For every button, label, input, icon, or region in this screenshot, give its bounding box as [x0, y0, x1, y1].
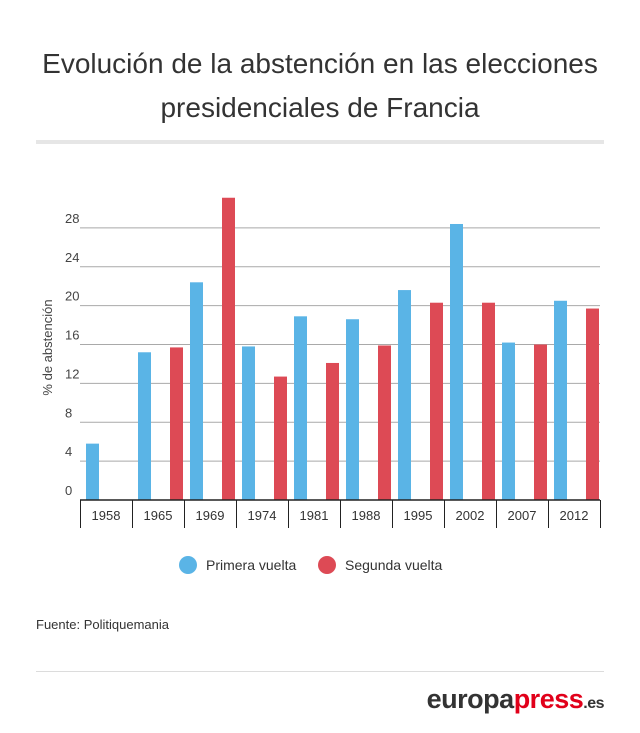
- title-divider: [36, 140, 604, 144]
- bar-segunda-1965: [170, 347, 183, 500]
- bar-primera-1958: [86, 443, 99, 500]
- bar-segunda-1974: [274, 376, 287, 500]
- bar-primera-2002: [450, 223, 463, 501]
- y-tick-label: 4: [65, 444, 72, 459]
- footer-divider: [36, 671, 604, 672]
- bar-segunda-1988: [378, 345, 391, 500]
- x-tick-label: 1974: [248, 508, 277, 523]
- x-tick-label: 1958: [92, 508, 121, 523]
- y-tick-label: 16: [65, 328, 79, 343]
- europapress-logo[interactable]: europapress.es: [426, 684, 605, 715]
- y-tick-label: 28: [65, 211, 79, 226]
- bar-segunda-2012: [586, 308, 599, 500]
- x-tick-label: 1995: [404, 508, 433, 523]
- legend-swatch-segunda: [318, 556, 336, 574]
- x-tick-label: 2012: [560, 508, 589, 523]
- bar-segunda-2002: [482, 302, 495, 500]
- source-note: Fuente: Politiquemania: [36, 617, 169, 632]
- logo-part-es: .es: [583, 695, 604, 712]
- bar-primera-2007: [502, 342, 515, 500]
- bar-primera-1969: [190, 282, 203, 500]
- x-tick-label: 1988: [352, 508, 381, 523]
- x-tick-label: 2002: [456, 508, 485, 523]
- bar-primera-1988: [346, 319, 359, 500]
- chart-title-line2: presidenciales de Francia: [160, 92, 480, 123]
- y-tick-label: 20: [65, 289, 79, 304]
- x-tick-label: 1965: [144, 508, 173, 523]
- bar-chart: 0 4 8 12 16 20 24 28 % de abstención 1958 1965 1969…: [40, 197, 601, 528]
- legend: Primera vuelta Segunda vuelta: [0, 556, 640, 580]
- y-tick-label: 0: [65, 483, 72, 498]
- y-tick-label: 24: [65, 250, 79, 265]
- bar-segunda-1969: [222, 197, 235, 500]
- bar-segunda-1981: [326, 362, 339, 500]
- chart-title-line1: Evolución de la abstención en las elecci…: [42, 48, 598, 79]
- bar-primera-1965: [138, 352, 151, 500]
- legend-item-segunda: Segunda vuelta: [318, 556, 442, 574]
- y-tick-label: 8: [65, 405, 72, 420]
- legend-swatch-primera: [179, 556, 197, 574]
- bar-segunda-2007: [534, 344, 547, 500]
- logo-part-press: press: [513, 684, 584, 714]
- logo-part-europa: europa: [426, 684, 515, 714]
- x-tick-label: 2007: [508, 508, 537, 523]
- bar-primera-1981: [294, 316, 307, 500]
- legend-label-segunda: Segunda vuelta: [345, 557, 443, 573]
- bar-segunda-1995: [430, 302, 443, 500]
- y-axis-label: % de abstención: [40, 299, 55, 395]
- legend-item-primera: Primera vuelta: [179, 556, 296, 574]
- x-tick-label: 1981: [300, 508, 329, 523]
- bar-primera-2012: [554, 300, 567, 500]
- x-tick-label: 1969: [196, 508, 225, 523]
- legend-label-primera: Primera vuelta: [206, 557, 297, 573]
- bar-primera-1995: [398, 290, 411, 500]
- y-tick-label: 12: [65, 366, 79, 381]
- chart-title: Evolución de la abstención en las elecci…: [0, 42, 640, 130]
- bar-primera-1974: [242, 346, 255, 500]
